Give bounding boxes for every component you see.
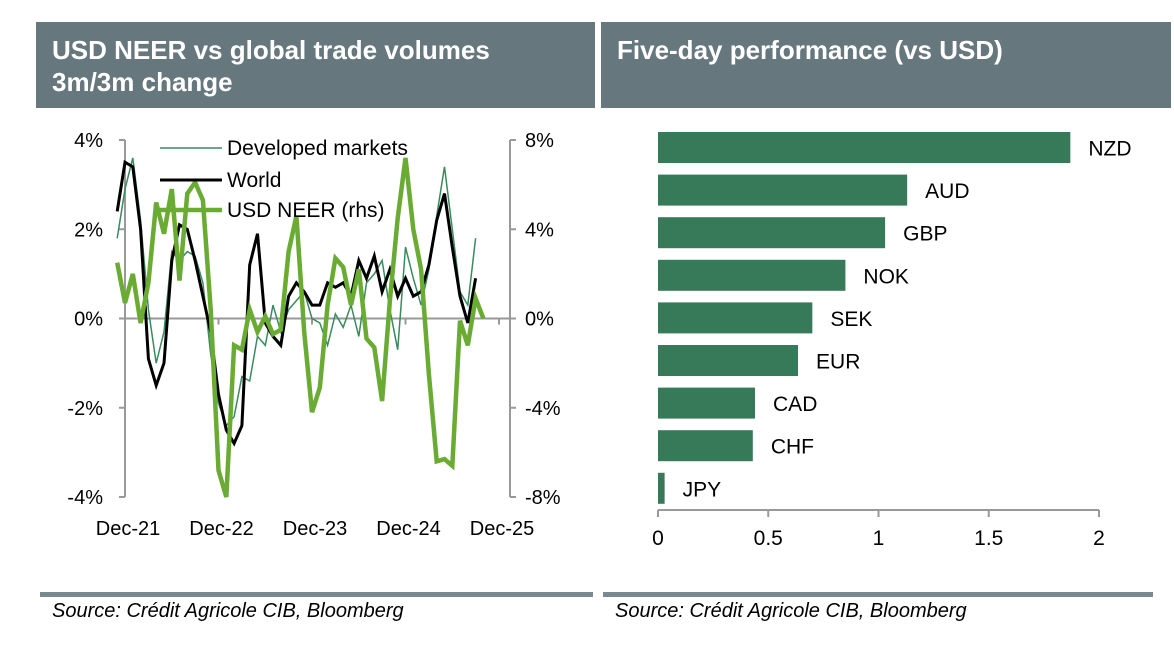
- right-y-tick-label: -8%: [525, 487, 561, 509]
- usd-neer-line-chart: 4% 2% 0% -2% -4% 8% 4% 0% -4% -8% Dec-21 Dec-22 Dec-…: [67, 130, 560, 540]
- x-tick-label: 0.5: [754, 527, 783, 550]
- left-source-note: Source: Crédit Agricole CIB, Bloomberg: [52, 600, 404, 622]
- right-y-tick-label: 0%: [525, 309, 554, 331]
- right-footer-divider: [603, 592, 1153, 597]
- bar-cad: [658, 387, 756, 419]
- right-y-tick-label: -4%: [525, 398, 561, 420]
- left-y-tick-label: 0%: [74, 309, 103, 331]
- right-y-tick-label: 4%: [525, 219, 554, 241]
- right-y-tick-label: 8%: [525, 130, 554, 152]
- bar-label-eur: EUR: [816, 351, 860, 374]
- right-chart-header: Five-day performance (vs USD): [601, 22, 1171, 108]
- x-tick-label: Dec-23: [283, 518, 347, 540]
- left-chart-series: [114, 157, 486, 498]
- bar-jpy: [658, 472, 665, 504]
- bar-label-cad: CAD: [773, 393, 817, 416]
- bar-label-aud: AUD: [925, 180, 969, 203]
- x-tick-label: Dec-21: [96, 518, 160, 540]
- bar-label-gbp: GBP: [903, 223, 947, 246]
- legend-label-world: World: [227, 169, 281, 192]
- left-y-tick-label: 2%: [74, 219, 103, 241]
- right-chart-bars: NZD AUD GBP NOK SEK EUR CAD CHF JPY: [658, 132, 1132, 504]
- bar-chf: [658, 430, 753, 462]
- right-source-note: Source: Crédit Agricole CIB, Bloomberg: [615, 600, 967, 622]
- left-chart-legend: Developed markets World USD NEER (rhs): [160, 137, 408, 222]
- x-tick-label: 1: [873, 527, 885, 550]
- bar-label-sek: SEK: [830, 308, 872, 331]
- left-chart-axes: 4% 2% 0% -2% -4% 8% 4% 0% -4% -8% Dec-21 Dec-22 Dec-…: [67, 130, 560, 540]
- bar-nzd: [658, 132, 1071, 163]
- x-tick-label: 1.5: [974, 527, 1003, 550]
- bar-nok: [658, 259, 846, 291]
- legend-label-usd-neer: USD NEER (rhs): [227, 199, 385, 222]
- x-tick-label: Dec-22: [189, 518, 253, 540]
- bar-eur: [658, 345, 799, 376]
- bar-label-chf: CHF: [771, 436, 814, 459]
- bar-gbp: [658, 217, 886, 249]
- left-y-tick-label: 4%: [74, 130, 103, 152]
- left-footer-divider: [40, 592, 593, 597]
- left-y-tick-label: -4%: [67, 487, 103, 509]
- bar-label-nok: NOK: [863, 265, 909, 288]
- right-chart-title: Five-day performance (vs USD): [617, 35, 1003, 65]
- left-chart-title-line-2: 3m/3m change: [52, 67, 233, 97]
- bar-label-jpy: JPY: [683, 478, 722, 501]
- bar-label-nzd: NZD: [1088, 138, 1131, 161]
- left-y-tick-label: -2%: [67, 398, 103, 420]
- legend-label-developed-markets: Developed markets: [227, 137, 408, 160]
- bar-sek: [658, 302, 813, 334]
- right-chart-axes: 0 0.5 1 1.5 2: [652, 509, 1105, 550]
- x-tick-label: 2: [1093, 527, 1105, 550]
- series-usd-neer: [114, 157, 486, 498]
- x-tick-label: Dec-25: [470, 518, 534, 540]
- x-tick-label: 0: [652, 527, 664, 550]
- x-tick-label: Dec-24: [376, 518, 440, 540]
- bar-aud: [658, 174, 908, 206]
- left-chart-header: USD NEER vs global trade volumes 3m/3m c…: [36, 22, 595, 108]
- left-chart-title-line-1: USD NEER vs global trade volumes: [52, 35, 490, 65]
